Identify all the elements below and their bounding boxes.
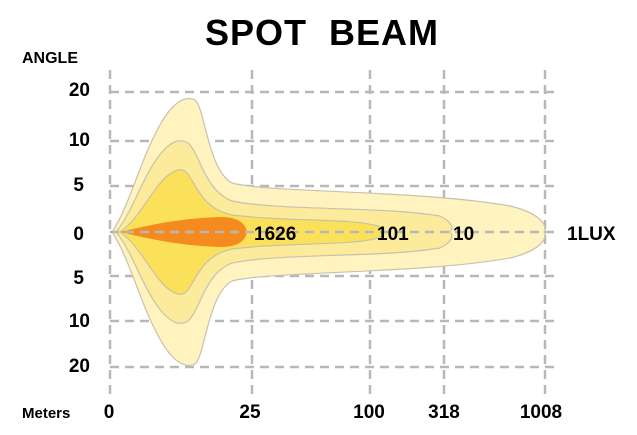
series-label-1626: 1626 <box>254 224 296 245</box>
x-tick-label: 1008 <box>520 402 562 423</box>
series-label-10: 10 <box>453 224 474 245</box>
y-tick-labels: 20 10 5 0 5 10 20 <box>69 80 90 377</box>
series-label-1lux: 1LUX <box>567 224 616 245</box>
x-tick-label: 318 <box>428 402 460 423</box>
x-tick-label: 25 <box>239 402 261 423</box>
beam-1626lux-area <box>120 217 247 247</box>
series-label-101: 101 <box>377 224 409 245</box>
y-axis-label: ANGLE <box>22 50 78 67</box>
y-tick-label: 10 <box>69 311 90 332</box>
x-tick-label: 100 <box>353 402 385 423</box>
y-tick-label: 5 <box>73 175 84 196</box>
y-tick-label: 5 <box>73 268 84 289</box>
y-tick-label: 20 <box>69 356 90 377</box>
y-tick-label: 0 <box>73 224 84 245</box>
x-axis-label: Meters <box>22 405 70 422</box>
chart-title: SPOT BEAM <box>205 12 439 53</box>
y-tick-label: 20 <box>69 80 90 101</box>
x-tick-label: 0 <box>104 402 115 423</box>
x-tick-labels: 0 25 100 318 1008 <box>104 402 562 423</box>
y-tick-label: 10 <box>69 130 90 151</box>
